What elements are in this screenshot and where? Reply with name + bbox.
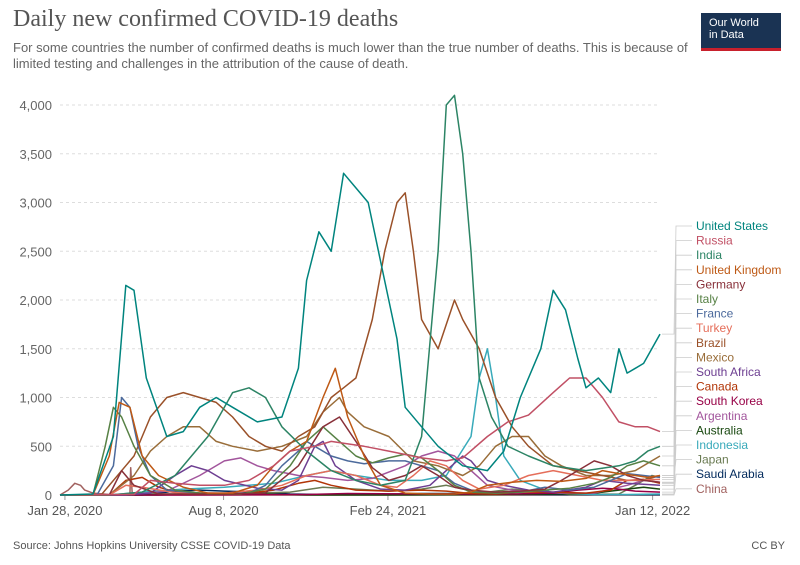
legend-label-france[interactable]: France xyxy=(696,307,734,321)
series-lines xyxy=(59,94,661,496)
legend-label-russia[interactable]: Russia xyxy=(696,234,733,248)
chart-subtitle: For some countries the number of confirm… xyxy=(13,40,688,71)
y-axis: 0 500 1,000 1,500 2,000 2,500 3,000 3,500 4,000 xyxy=(19,98,52,503)
license-link[interactable]: CC BY xyxy=(751,540,785,552)
legend-connector xyxy=(662,240,692,432)
y-tick-label: 0 xyxy=(45,488,52,503)
series-line-italy[interactable] xyxy=(60,406,661,496)
legend-connector xyxy=(662,371,692,486)
legend-connector xyxy=(662,415,692,483)
legend-label-south-korea[interactable]: South Korea xyxy=(696,394,763,408)
legend-label-canada[interactable]: Canada xyxy=(696,380,738,394)
series-line-united-states[interactable] xyxy=(59,172,661,496)
chart-title: Daily new confirmed COVID-19 deaths xyxy=(13,6,399,32)
legend-connector xyxy=(662,444,692,495)
x-tick-label: Jan 12, 2022 xyxy=(615,503,690,518)
logo-line1: Our World xyxy=(709,17,759,29)
legend-connector xyxy=(662,284,692,483)
logo-line2: in Data xyxy=(709,29,744,41)
legend-connector xyxy=(662,225,692,335)
series-line-germany[interactable] xyxy=(60,416,661,496)
series-line-united-kingdom[interactable] xyxy=(60,367,661,496)
legend-label-germany[interactable]: Germany xyxy=(696,277,745,291)
legend-label-australia[interactable]: Australia xyxy=(696,423,743,437)
legend-label-turkey[interactable]: Turkey xyxy=(696,321,732,335)
series-line-argentina[interactable] xyxy=(60,450,661,496)
legend-label-south-africa[interactable]: South Africa xyxy=(696,365,761,379)
x-axis: Jan 28, 2020 Aug 8, 2020 Feb 24, 2021 Jan 1… xyxy=(27,495,690,518)
y-tick-label: 1,000 xyxy=(19,391,52,406)
legend-label-italy[interactable]: Italy xyxy=(696,292,718,306)
legend-label-japan[interactable]: Japan xyxy=(696,453,729,467)
x-tick-label: Jan 28, 2020 xyxy=(27,503,102,518)
y-tick-label: 1,500 xyxy=(19,342,52,357)
series-line-turkey[interactable] xyxy=(60,460,661,496)
legend-connector xyxy=(662,254,692,447)
x-tick-label: Aug 8, 2020 xyxy=(188,503,258,518)
legend-label-indonesia[interactable]: Indonesia xyxy=(696,438,748,452)
series-line-russia[interactable] xyxy=(59,377,661,496)
series-line-brazil[interactable] xyxy=(60,192,661,496)
legend-connector xyxy=(662,488,692,496)
y-tick-label: 3,500 xyxy=(19,147,52,162)
legend-connector xyxy=(662,459,692,478)
legend-label-united-states[interactable]: United States xyxy=(696,219,768,233)
legend-connector xyxy=(662,313,692,478)
y-tick-label: 2,500 xyxy=(19,244,52,259)
owid-logo[interactable]: Our World in Data xyxy=(701,13,781,51)
legend-label-china[interactable]: China xyxy=(696,482,728,496)
series-line-india[interactable] xyxy=(60,94,661,496)
series-line-mexico[interactable] xyxy=(60,396,661,496)
legend-label-india[interactable]: India xyxy=(696,248,722,262)
source-note[interactable]: Source: Johns Hopkins University CSSE CO… xyxy=(13,540,291,552)
legend-label-mexico[interactable]: Mexico xyxy=(696,350,734,364)
legend-connector xyxy=(662,327,692,480)
y-tick-label: 500 xyxy=(30,439,52,454)
legend-connector xyxy=(662,342,692,476)
series-line-indonesia[interactable] xyxy=(60,348,661,496)
x-tick-label: Feb 24, 2021 xyxy=(350,503,427,518)
y-tick-label: 2,000 xyxy=(19,293,52,308)
legend-label-saudi-arabia[interactable]: Saudi Arabia xyxy=(696,467,764,481)
y-tick-label: 4,000 xyxy=(19,98,52,113)
y-tick-label: 3,000 xyxy=(19,196,52,211)
legend-label-brazil[interactable]: Brazil xyxy=(696,336,726,350)
legend-label-united-kingdom[interactable]: United Kingdom xyxy=(696,263,781,277)
series-line-south-korea[interactable] xyxy=(60,487,661,496)
legend-connector xyxy=(662,298,692,467)
legend-label-argentina[interactable]: Argentina xyxy=(696,409,748,423)
gridlines xyxy=(60,104,660,496)
